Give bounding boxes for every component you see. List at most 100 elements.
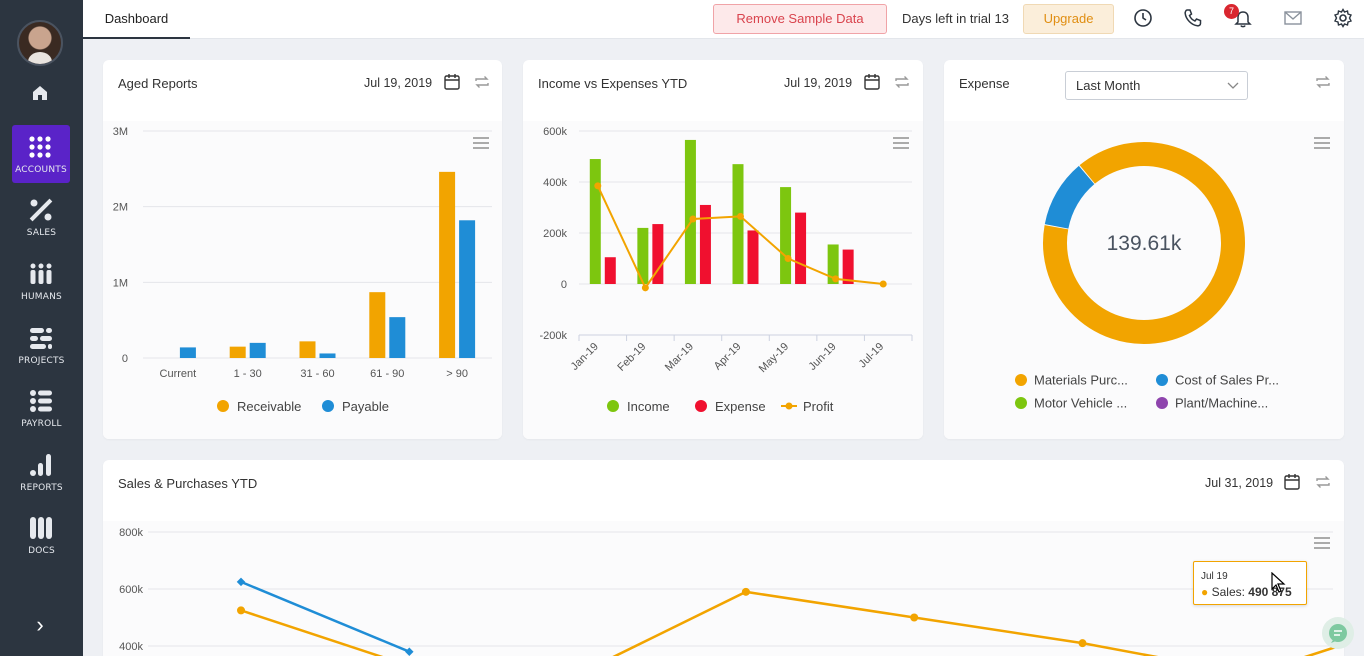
sidebar-item-docs[interactable]: DOCS	[0, 506, 83, 564]
refresh-icon[interactable]	[1314, 473, 1332, 491]
sidebar-item-label: ACCOUNTS	[15, 165, 67, 175]
tooltip-value: 490 875	[1248, 585, 1292, 599]
mail-icon[interactable]	[1283, 8, 1303, 28]
sidebar-item-label: PAYROLL	[21, 419, 62, 429]
expense-chart: 139.61k Materials Purc... Cost of Sales Pr…	[1015, 142, 1279, 411]
refresh-icon[interactable]	[1314, 73, 1332, 91]
legend-label: Receivable	[237, 399, 301, 414]
sidebar-item-label: DOCS	[28, 546, 55, 556]
bar-payable	[179, 347, 196, 358]
sidebar-item-projects[interactable]: PROJECTS	[0, 316, 83, 374]
sidebar: ACCOUNTS SALES HUMANS PROJECTS PAYROLL	[0, 0, 83, 656]
y-tick-label: 600k	[119, 584, 143, 596]
bar-expense	[795, 212, 807, 284]
income-chart: -200k 0 200k 400k 600k Jan-19 Feb-19 Mar-19 Apr-…	[539, 126, 913, 414]
legend-marker	[1156, 397, 1168, 409]
x-tick-label: > 90	[446, 368, 468, 380]
x-tick-label: Feb-19	[615, 341, 648, 374]
chat-bubble-icon[interactable]	[1322, 617, 1354, 649]
tab-dashboard[interactable]: Dashboard	[83, 0, 190, 39]
chart-area: 0 1M 2M 3M Current 1 - 30 31 - 60 61 - 90 > 90 Re…	[103, 121, 502, 439]
bar-income	[684, 139, 696, 284]
y-tick-label: 600k	[543, 126, 567, 138]
data-point	[1078, 639, 1087, 648]
bar-expense	[747, 230, 759, 284]
chart-menu-icon[interactable]	[1314, 137, 1330, 149]
sidebar-item-humans[interactable]: HUMANS	[0, 252, 83, 310]
bar-payable	[459, 220, 476, 358]
bar-income	[780, 187, 792, 284]
y-tick-label: 400k	[543, 177, 567, 189]
calendar-icon[interactable]	[1283, 473, 1301, 491]
chat-icon	[1329, 624, 1347, 643]
profit-point	[832, 275, 840, 283]
clock-icon[interactable]	[1133, 8, 1153, 28]
top-bar: Dashboard Remove Sample Data Days left i…	[83, 0, 1364, 39]
expand-sidebar-icon[interactable]: ›	[36, 612, 44, 637]
refresh-icon[interactable]	[893, 73, 911, 91]
bar-receivable	[299, 341, 316, 358]
legend-marker	[217, 400, 229, 412]
projects-icon	[30, 328, 52, 349]
chart-menu-icon[interactable]	[473, 137, 489, 149]
x-tick-label: Mar-19	[663, 341, 696, 374]
bell-icon[interactable]	[1233, 8, 1253, 28]
upgrade-button[interactable]: Upgrade	[1023, 4, 1114, 34]
card-title: Income vs Expenses YTD	[538, 76, 688, 91]
phone-icon[interactable]	[1183, 8, 1203, 28]
docs-icon	[30, 517, 52, 539]
card-header: Income vs Expenses YTD Jul 19, 2019	[523, 60, 923, 93]
calendar-icon[interactable]	[443, 73, 461, 91]
chart-menu-icon[interactable]	[893, 137, 909, 149]
calendar-icon[interactable]	[863, 73, 881, 91]
card-title: Sales & Purchases YTD	[118, 476, 258, 491]
card-header: Sales & Purchases YTD Jul 31, 2019	[103, 460, 1344, 493]
sidebar-item-accounts[interactable]: ACCOUNTS	[12, 125, 70, 183]
percent-icon	[29, 198, 53, 222]
remove-sample-data-button[interactable]: Remove Sample Data	[713, 4, 887, 34]
gear-icon[interactable]	[1333, 8, 1353, 28]
data-point	[741, 587, 750, 596]
x-tick-label: Jul-19	[857, 341, 887, 371]
bar-expense	[652, 224, 664, 284]
chart-tooltip: Jul 19 ● Sales: 490 875	[1193, 561, 1307, 605]
y-tick-label: 200k	[543, 228, 567, 240]
card-title: Aged Reports	[118, 76, 198, 91]
bar-income	[637, 227, 649, 284]
sidebar-item-payroll[interactable]: PAYROLL	[0, 379, 83, 437]
tooltip-value-row: ● Sales: 490 875	[1201, 585, 1292, 599]
notification-badge: 7	[1224, 4, 1239, 19]
sidebar-item-sales[interactable]: SALES	[0, 188, 83, 246]
bar-payable	[249, 342, 266, 358]
period-select-value: Last Month	[1076, 78, 1141, 93]
donut-center-value: 139.61k	[1107, 232, 1182, 255]
user-avatar[interactable]	[17, 20, 63, 66]
legend-label: Cost of Sales Pr...	[1175, 373, 1279, 388]
chart-menu-icon[interactable]	[1314, 537, 1330, 549]
y-tick-label: 3M	[113, 126, 128, 138]
sidebar-item-reports[interactable]: REPORTS	[0, 443, 83, 501]
income-expenses-card: Income vs Expenses YTD Jul 19, 2019 -200…	[523, 60, 923, 439]
period-select[interactable]: Last Month	[1065, 71, 1248, 100]
refresh-icon[interactable]	[473, 73, 491, 91]
bar-expense	[604, 257, 616, 284]
sales-purchases-card: Sales & Purchases YTD Jul 31, 2019 400k 6…	[103, 460, 1344, 656]
sidebar-item-label: SALES	[26, 228, 57, 238]
legend-label: Plant/Machine...	[1175, 396, 1268, 411]
legend-marker	[322, 400, 334, 412]
home-icon[interactable]	[30, 83, 50, 103]
legend-label: Motor Vehicle ...	[1034, 396, 1127, 411]
sidebar-item-label: HUMANS	[21, 292, 62, 302]
chart-area: 400k 600k 800k	[103, 521, 1344, 656]
y-tick-label: 0	[122, 353, 128, 365]
bar-payable	[319, 353, 336, 358]
bar-expense	[699, 204, 711, 284]
legend-label: Expense	[715, 399, 766, 414]
legend-label: Profit	[803, 399, 834, 414]
profit-point	[689, 215, 697, 223]
card-date: Jul 31, 2019	[1205, 476, 1274, 490]
profit-point	[879, 280, 887, 288]
y-tick-label: 1M	[113, 277, 128, 289]
legend-marker	[785, 402, 793, 410]
legend-marker	[607, 400, 619, 412]
